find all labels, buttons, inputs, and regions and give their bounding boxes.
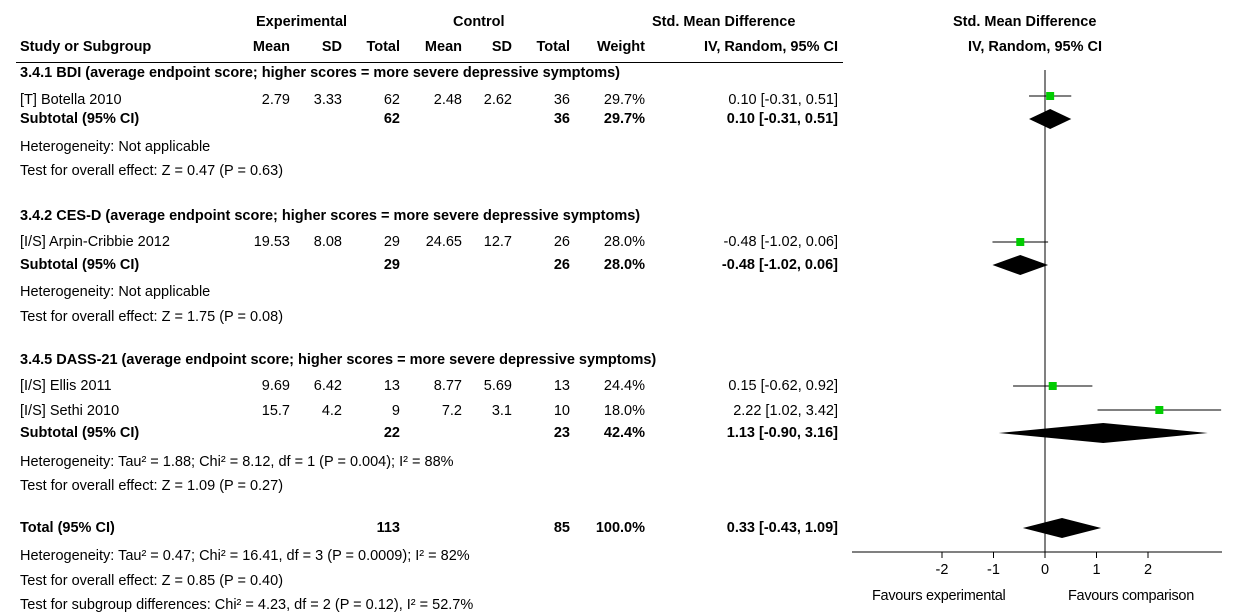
- subtotal-label: Subtotal (95% CI): [20, 257, 140, 273]
- subgroup-title: 3.4.1 BDI (average endpoint score; highe…: [20, 65, 620, 81]
- heterogeneity-text: Heterogeneity: Not applicable: [20, 284, 211, 300]
- plot-title: Std. Mean Difference: [953, 14, 1097, 30]
- ctrl-total: 10: [553, 403, 570, 419]
- subtotal-ctrl-total: 26: [553, 257, 570, 273]
- ctrl-mean: 8.77: [433, 378, 462, 394]
- ctrl-sd: 3.1: [491, 403, 512, 419]
- ctrl-sd: 2.62: [483, 92, 512, 108]
- study-point: [1155, 406, 1164, 414]
- ctrl-total: 13: [553, 378, 570, 394]
- experimental-group-header: Experimental: [256, 14, 348, 30]
- subgroup-differences-text: Test for subgroup differences: Chi² = 4.…: [20, 597, 474, 613]
- study-name: [I/S] Sethi 2010: [20, 403, 120, 419]
- subtotal-ctrl-total: 36: [553, 111, 570, 127]
- ctrl-sd-header: SD: [491, 39, 512, 55]
- pooled-diamond: [998, 423, 1208, 443]
- heterogeneity-text: Heterogeneity: Tau² = 1.88; Chi² = 8.12,…: [20, 454, 454, 470]
- subtotal-ctrl-total: 23: [553, 425, 570, 441]
- study-name: [T] Botella 2010: [20, 92, 122, 108]
- x-tick-label: 2: [1144, 562, 1152, 578]
- x-tick-label: 0: [1041, 562, 1049, 578]
- total-overall-effect-text: Test for overall effect: Z = 0.85 (P = 0…: [20, 573, 284, 589]
- ctrl-total: 26: [553, 234, 570, 250]
- pooled-diamond: [1029, 109, 1072, 129]
- ctrl-sd: 5.69: [483, 378, 512, 394]
- subtotal-ci: 0.10 [-0.31, 0.51]: [726, 111, 838, 127]
- ctrl-total-header: Total: [536, 39, 570, 55]
- study-weight: 28.0%: [603, 234, 645, 250]
- exp-mean: 15.7: [261, 403, 290, 419]
- ctrl-mean: 24.65: [425, 234, 462, 250]
- study-weight: 29.7%: [603, 92, 645, 108]
- subtotal-weight: 29.7%: [603, 111, 645, 127]
- study-point: [1016, 238, 1025, 246]
- table-smd-header: Std. Mean Difference: [652, 14, 796, 30]
- overall-effect-text: Test for overall effect: Z = 1.75 (P = 0…: [20, 309, 284, 325]
- exp-mean: 19.53: [253, 234, 290, 250]
- control-group-header: Control: [453, 14, 505, 30]
- exp-sd: 8.08: [313, 234, 342, 250]
- exp-total-header: Total: [366, 39, 400, 55]
- subtotal-ci: -0.48 [-1.02, 0.06]: [721, 257, 838, 273]
- overall-effect-text: Test for overall effect: Z = 1.09 (P = 0…: [20, 478, 284, 494]
- subtotal-ci: 1.13 [-0.90, 3.16]: [726, 425, 838, 441]
- study-ci: 0.15 [-0.62, 0.92]: [728, 378, 838, 394]
- total-heterogeneity-text: Heterogeneity: Tau² = 0.47; Chi² = 16.41…: [20, 548, 470, 564]
- study-column-header: Study or Subgroup: [20, 39, 152, 55]
- exp-mean-header: Mean: [252, 39, 290, 55]
- favours-comparison-label: Favours comparison: [1068, 588, 1194, 604]
- pooled-diamond: [1022, 518, 1102, 538]
- exp-total: 9: [391, 403, 400, 419]
- exp-sd: 3.33: [313, 92, 342, 108]
- study-ci: 2.22 [1.02, 3.42]: [733, 403, 838, 419]
- subtotal-label: Subtotal (95% CI): [20, 111, 140, 127]
- study-name: [I/S] Ellis 2011: [20, 378, 112, 394]
- subtotal-label: Subtotal (95% CI): [20, 425, 140, 441]
- subtotal-exp-total: 22: [383, 425, 400, 441]
- table-method-header: IV, Random, 95% CI: [703, 39, 838, 55]
- plot-method-header: IV, Random, 95% CI: [967, 39, 1103, 55]
- subtotal-weight: 42.4%: [603, 425, 645, 441]
- study-point: [1048, 382, 1057, 390]
- x-tick-label: -2: [936, 562, 949, 578]
- pooled-diamond: [992, 255, 1049, 275]
- total-weight: 100.0%: [595, 520, 645, 536]
- study-name: [I/S] Arpin-Cribbie 2012: [20, 234, 170, 250]
- header-rule: [16, 62, 843, 63]
- exp-mean: 9.69: [261, 378, 290, 394]
- study-weight: 18.0%: [603, 403, 645, 419]
- total-ctrl-total: 85: [553, 520, 570, 536]
- subtotal-exp-total: 62: [383, 111, 400, 127]
- ctrl-mean: 2.48: [433, 92, 462, 108]
- study-ci: -0.48 [-1.02, 0.06]: [723, 234, 838, 250]
- study-point: [1046, 92, 1055, 100]
- total-label: Total (95% CI): [20, 520, 115, 536]
- study-weight: 24.4%: [603, 378, 645, 394]
- exp-total: 13: [383, 378, 400, 394]
- exp-mean: 2.79: [261, 92, 290, 108]
- total-exp-total: 113: [376, 520, 400, 536]
- exp-sd-header: SD: [321, 39, 342, 55]
- favours-experimental-label: Favours experimental: [872, 588, 1006, 604]
- ctrl-mean: 7.2: [441, 403, 462, 419]
- exp-total: 62: [383, 92, 400, 108]
- ctrl-mean-header: Mean: [424, 39, 462, 55]
- subgroup-title: 3.4.5 DASS-21 (average endpoint score; h…: [20, 352, 657, 368]
- exp-sd: 6.42: [313, 378, 342, 394]
- total-ci: 0.33 [-0.43, 1.09]: [726, 520, 838, 536]
- x-tick-label: -1: [987, 562, 1000, 578]
- subgroup-title: 3.4.2 CES-D (average endpoint score; hig…: [20, 208, 641, 224]
- x-tick-label: 1: [1092, 562, 1100, 578]
- exp-total: 29: [383, 234, 400, 250]
- ctrl-sd: 12.7: [483, 234, 512, 250]
- study-ci: 0.10 [-0.31, 0.51]: [728, 92, 838, 108]
- subtotal-exp-total: 29: [383, 257, 400, 273]
- ctrl-total: 36: [553, 92, 570, 108]
- heterogeneity-text: Heterogeneity: Not applicable: [20, 139, 211, 155]
- overall-effect-text: Test for overall effect: Z = 0.47 (P = 0…: [20, 163, 284, 179]
- exp-sd: 4.2: [321, 403, 342, 419]
- subtotal-weight: 28.0%: [603, 257, 645, 273]
- weight-header: Weight: [596, 39, 645, 55]
